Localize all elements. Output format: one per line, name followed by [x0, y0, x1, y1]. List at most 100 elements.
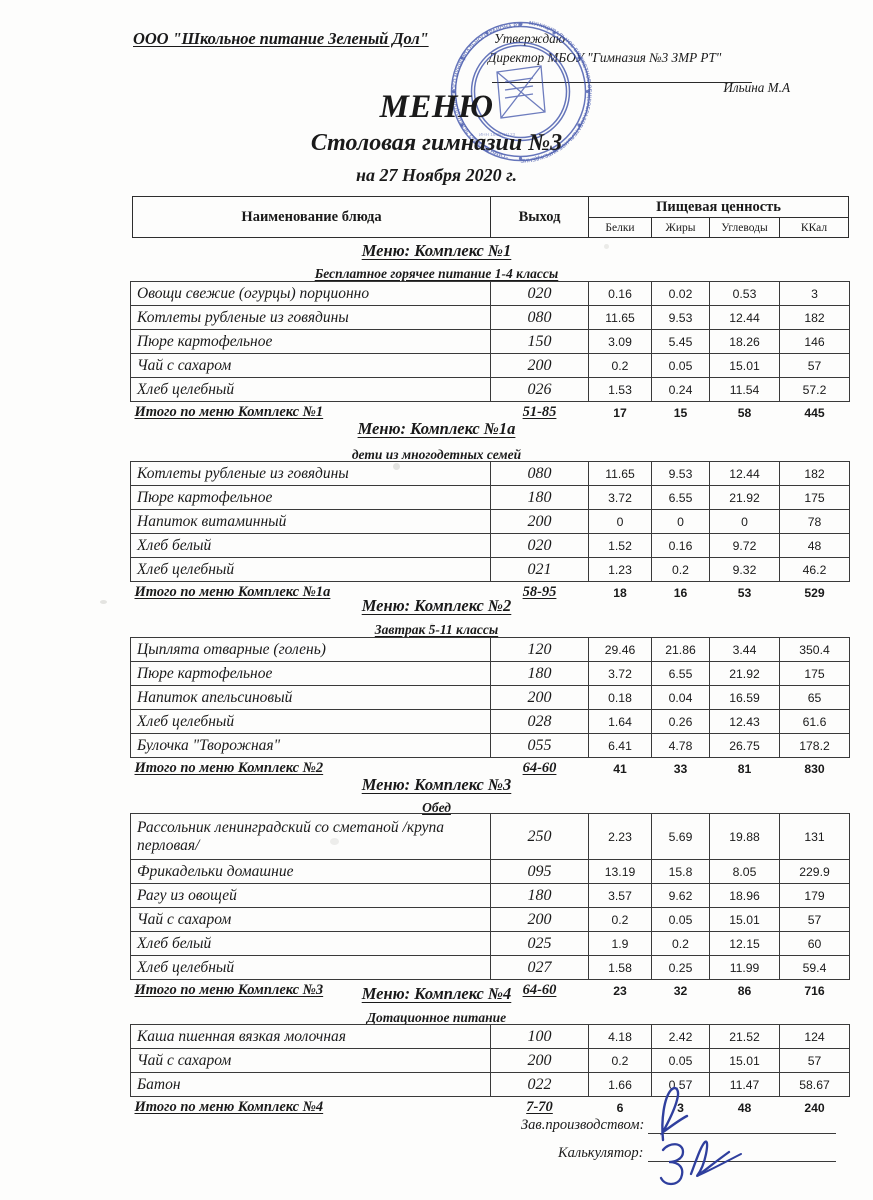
table-row: Цыплята отварные (голень) 120 29.46 21.86 3.… [130, 637, 850, 662]
dish-name-cell: Булочка "Творожная" [130, 733, 491, 758]
kcal-cell: 78 [779, 509, 850, 534]
table-total-row: Итого по меню Комплекс №4 7-70 6 3 48 240 [131, 1097, 850, 1119]
table-row: Хлеб белый 020 1.52 0.16 9.72 48 [130, 533, 850, 558]
fat-cell: 0.04 [651, 685, 710, 710]
dish-name-cell: Хлеб целебный [130, 709, 491, 734]
table-row: Котлеты рубленые из говядины 080 11.65 9.53… [130, 305, 850, 330]
carbs-cell: 15.01 [709, 1048, 780, 1073]
carbs-cell: 12.15 [709, 931, 780, 956]
carbs-cell: 0.53 [709, 281, 780, 306]
carbs-cell: 3.44 [709, 637, 780, 662]
dish-name-cell: Рагу из овощей [130, 883, 491, 908]
fat-cell: 6.55 [651, 485, 710, 510]
output-cell: 200 [490, 685, 589, 710]
dish-name-cell: Овощи свежие (огурцы) порционно [130, 281, 491, 306]
table-row: Чай с сахаром 200 0.2 0.05 15.01 57 [130, 1048, 850, 1073]
dish-name-cell: Рассольник ленинградский со сметаной /кр… [130, 813, 491, 860]
scan-artifact [100, 600, 107, 604]
kcal-cell: 350.4 [779, 637, 850, 662]
header-cell-output: Выход [491, 197, 589, 237]
section-title: Меню: Комплекс №1а [0, 419, 873, 439]
menu-table: Цыплята отварные (голень) 120 29.46 21.86 3.… [130, 637, 850, 779]
output-cell: 080 [490, 305, 589, 330]
calculator-label: Калькулятор: [558, 1145, 644, 1161]
carbs-cell: 21.92 [709, 661, 780, 686]
kcal-cell: 60 [779, 931, 850, 956]
protein-cell: 1.52 [588, 533, 652, 558]
table-row: Чай с сахаром 200 0.2 0.05 15.01 57 [130, 353, 850, 378]
kcal-cell: 3 [779, 281, 850, 306]
kcal-cell: 61.6 [779, 709, 850, 734]
output-cell: 026 [490, 377, 589, 402]
menu-table: Каша пшенная вязкая молочная 100 4.18 2.42 2… [130, 1024, 850, 1118]
fat-cell: 6.55 [651, 661, 710, 686]
dish-name-cell: Котлеты рубленые из говядины [130, 305, 491, 330]
fat-cell: 0.26 [651, 709, 710, 734]
table-row: Хлеб целебный 021 1.23 0.2 9.32 46.2 [130, 557, 850, 582]
table-row: Пюре картофельное 150 3.09 5.45 18.26 146 [130, 329, 850, 354]
total-kcal-cell: 830 [804, 761, 825, 776]
section-title-text: Меню: Комплекс №3 [361, 775, 512, 794]
total-carbs-cell: 58 [737, 405, 752, 420]
section-subtitle: дети из многодетных семей [0, 447, 873, 463]
carbs-cell: 21.92 [709, 485, 780, 510]
kcal-cell: 48 [779, 533, 850, 558]
protein-cell: 2.23 [588, 813, 652, 860]
output-cell: 021 [490, 557, 589, 582]
total-label-cell: Итого по меню Комплекс №3 [131, 980, 491, 1002]
header-cell-dish: Наименование блюда [133, 197, 491, 237]
section-title: Меню: Комплекс №2 [0, 596, 873, 616]
carbs-cell: 11.99 [709, 955, 780, 980]
header-group-nutrition: Пищевая ценность Белки Жиры Углеводы ККа… [589, 197, 848, 237]
table-row: Хлеб целебный 027 1.58 0.25 11.99 59.4 [130, 955, 850, 980]
total-protein-cell: 41 [613, 761, 627, 776]
page-title: МЕНЮ [379, 89, 494, 125]
output-cell: 200 [490, 1048, 589, 1073]
output-cell: 150 [490, 329, 589, 354]
carbs-cell: 18.96 [709, 883, 780, 908]
total-label-cell: Итого по меню Комплекс №1 [131, 402, 491, 424]
protein-cell: 1.66 [588, 1072, 652, 1097]
table-row: Пюре картофельное 180 3.72 6.55 21.92 175 [130, 485, 850, 510]
fat-cell: 0.2 [651, 557, 710, 582]
output-cell: 055 [490, 733, 589, 758]
approval-signer-name: Ильина М.А [723, 80, 790, 96]
protein-cell: 0.18 [588, 685, 652, 710]
fat-cell: 0.05 [651, 1048, 710, 1073]
fat-cell: 0.05 [651, 907, 710, 932]
total-label-cell: Итого по меню Комплекс №1а [131, 582, 491, 604]
total-label-text: Итого по меню Комплекс №2 [134, 760, 324, 777]
calculator-signature [659, 1140, 742, 1186]
protein-cell: 0.16 [588, 281, 652, 306]
section-subtitle: Бесплатное горячее питание 1-4 классы [0, 266, 873, 282]
page-subtitle: Столовая гимназии №3 [310, 130, 563, 156]
kcal-cell: 65 [779, 685, 850, 710]
header-cell-nutrition: Пищевая ценность [589, 197, 848, 218]
carbs-cell: 0 [709, 509, 780, 534]
total-carbs-cell: 48 [737, 1100, 752, 1115]
kcal-cell: 57.2 [779, 377, 850, 402]
calculator-rule [648, 1161, 836, 1162]
header-cell-carbs: Углеводы [710, 218, 780, 237]
section-subtitle-text: Завтрак 5-11 классы [374, 622, 499, 637]
table-row: Котлеты рубленые из говядины 080 11.65 9.53… [130, 461, 850, 486]
section-subtitle: Обед [0, 800, 873, 816]
carbs-cell: 11.54 [709, 377, 780, 402]
total-protein-cell: 23 [613, 983, 627, 998]
table-row: Хлеб целебный 028 1.64 0.26 12.43 61.6 [130, 709, 850, 734]
kcal-cell: 179 [779, 883, 850, 908]
table-column-header: Наименование блюда Выход Пищевая ценност… [132, 196, 849, 238]
carbs-cell: 11.47 [709, 1072, 780, 1097]
total-fat-cell: 15 [673, 405, 688, 420]
total-output-text: 64-60 [522, 982, 557, 998]
section-subtitle-text: Бесплатное горячее питание 1-4 классы [314, 266, 559, 281]
fat-cell: 2.42 [651, 1024, 710, 1049]
protein-cell: 1.9 [588, 931, 652, 956]
fat-cell: 9.53 [651, 461, 710, 486]
total-fat-cell: 32 [673, 983, 688, 998]
total-kcal-cell: 445 [804, 405, 825, 420]
carbs-cell: 15.01 [709, 907, 780, 932]
kcal-cell: 57 [779, 1048, 850, 1073]
total-output-cell: 64-60 [491, 980, 589, 1002]
table-row: Чай с сахаром 200 0.2 0.05 15.01 57 [130, 907, 850, 932]
